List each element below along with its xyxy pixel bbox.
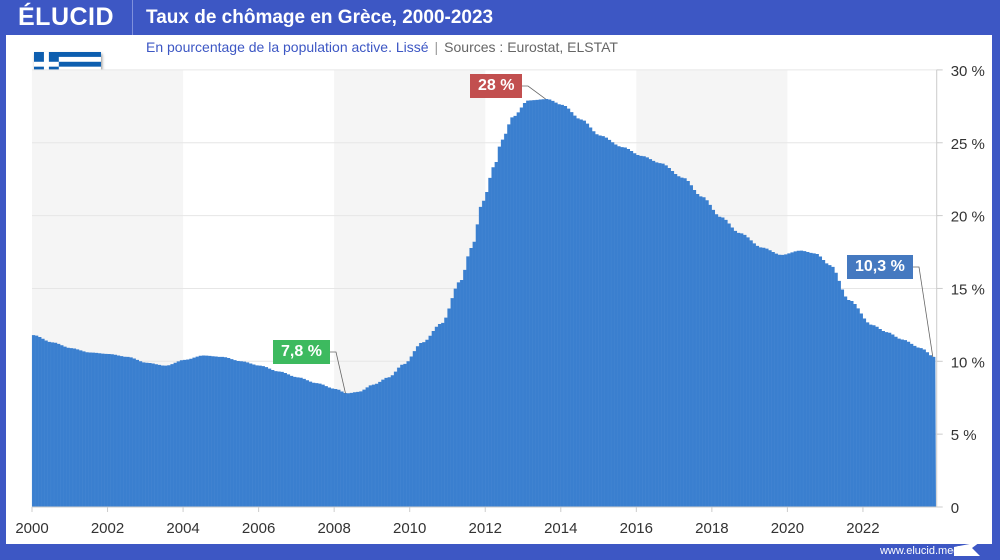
chart-title: Taux de chômage en Grèce, 2000-2023 <box>146 7 494 28</box>
min-value-label: 7,8 % <box>273 340 330 364</box>
last-value-label: 10,3 % <box>847 255 913 279</box>
y-tick-label: 25 % <box>951 136 985 153</box>
x-tick-label: 2020 <box>771 520 804 537</box>
annotation-leader-line <box>522 85 546 100</box>
x-tick-label: 2014 <box>544 520 577 537</box>
brand-logo: ÉLUCID <box>18 3 115 31</box>
y-tick-label: 30 % <box>951 63 985 80</box>
x-tick-label: 2004 <box>166 520 199 537</box>
area-series <box>32 99 936 508</box>
chart-subtitle: En pourcentage de la population active. … <box>146 39 618 55</box>
max-value-label: 28 % <box>470 74 523 98</box>
x-tick-label: 2000 <box>15 520 48 537</box>
x-tick-label: 2022 <box>846 520 879 537</box>
y-tick-label: 15 % <box>951 281 985 298</box>
annotation-leader-line <box>330 351 346 394</box>
subtitle-divider: | <box>434 39 439 55</box>
header-separator <box>132 0 133 35</box>
x-tick-label: 2006 <box>242 520 275 537</box>
x-tick-label: 2002 <box>91 520 124 537</box>
subtitle-text: En pourcentage de la population active. … <box>146 39 429 55</box>
x-tick-label: 2018 <box>695 520 728 537</box>
y-tick-label: 5 % <box>951 427 977 444</box>
annotation-leader-line <box>913 266 934 357</box>
x-tick-label: 2012 <box>469 520 502 537</box>
x-tick-label: 2010 <box>393 520 426 537</box>
x-tick-label: 2008 <box>317 520 350 537</box>
sources-text: Sources : Eurostat, ELSTAT <box>444 39 618 55</box>
y-tick-label: 0 <box>951 500 959 517</box>
footer-url[interactable]: www.elucid.media <box>879 545 968 557</box>
header-bar: ÉLUCID Taux de chômage en Grèce, 2000-20… <box>0 0 1000 35</box>
y-tick-label: 10 % <box>951 354 985 371</box>
elucid-mark-icon <box>954 542 980 556</box>
x-tick-label: 2016 <box>620 520 653 537</box>
y-tick-label: 20 % <box>951 209 985 226</box>
